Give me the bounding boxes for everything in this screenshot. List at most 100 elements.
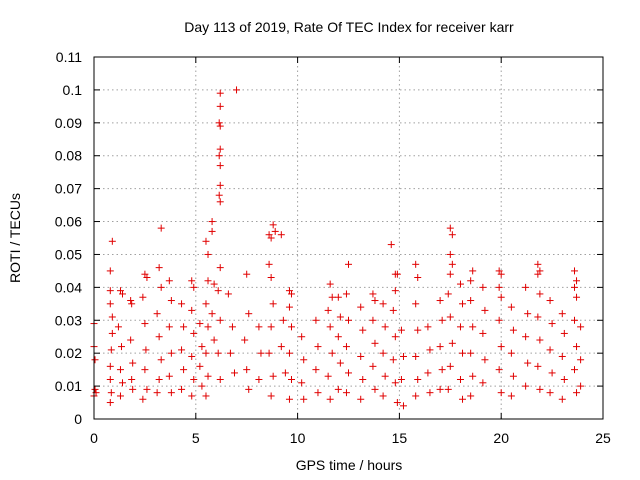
data-point bbox=[467, 277, 475, 285]
data-point bbox=[155, 264, 163, 272]
data-point bbox=[281, 369, 289, 377]
data-point bbox=[167, 297, 175, 305]
data-point bbox=[216, 122, 224, 130]
data-point bbox=[243, 270, 251, 278]
data-point bbox=[233, 86, 241, 94]
data-point bbox=[436, 297, 444, 305]
data-point bbox=[190, 376, 198, 384]
data-point bbox=[277, 231, 285, 239]
data-point bbox=[285, 395, 293, 403]
data-point bbox=[165, 277, 173, 285]
data-point bbox=[546, 297, 554, 305]
data-point bbox=[298, 333, 306, 341]
data-point bbox=[328, 293, 336, 301]
data-point bbox=[424, 369, 432, 377]
data-point bbox=[497, 389, 505, 397]
data-point bbox=[204, 323, 212, 331]
data-point bbox=[314, 389, 322, 397]
data-point bbox=[397, 376, 405, 384]
data-point bbox=[558, 352, 566, 360]
data-point bbox=[522, 333, 530, 341]
data-point bbox=[114, 323, 122, 331]
x-axis-label: GPS time / hours bbox=[296, 457, 403, 473]
data-point bbox=[534, 260, 542, 268]
data-point bbox=[285, 303, 293, 311]
data-point bbox=[202, 392, 210, 400]
data-point bbox=[334, 293, 342, 301]
data-point bbox=[459, 349, 467, 357]
data-point bbox=[127, 336, 135, 344]
x-tick-label: 5 bbox=[192, 430, 200, 446]
data-point bbox=[180, 323, 188, 331]
data-point bbox=[495, 366, 503, 374]
data-point bbox=[312, 316, 320, 324]
data-point bbox=[459, 300, 467, 308]
data-point bbox=[342, 290, 350, 298]
data-point bbox=[558, 395, 566, 403]
data-point bbox=[190, 283, 198, 291]
data-point bbox=[570, 366, 578, 374]
data-point bbox=[143, 385, 151, 393]
data-point bbox=[155, 376, 163, 384]
data-point bbox=[446, 313, 454, 321]
data-point bbox=[524, 359, 532, 367]
data-point bbox=[573, 389, 581, 397]
data-point bbox=[142, 346, 150, 354]
data-point bbox=[265, 349, 273, 357]
data-point bbox=[178, 300, 186, 308]
data-point bbox=[456, 376, 464, 384]
data-point bbox=[389, 356, 397, 364]
data-point bbox=[336, 359, 344, 367]
y-tick-label: 0.04 bbox=[55, 279, 82, 295]
data-point bbox=[216, 198, 224, 206]
data-point bbox=[157, 283, 165, 291]
data-point bbox=[446, 270, 454, 278]
data-point bbox=[230, 369, 238, 377]
data-point bbox=[446, 362, 454, 370]
data-point bbox=[357, 395, 365, 403]
data-point bbox=[387, 241, 395, 249]
data-point bbox=[534, 362, 542, 370]
data-point bbox=[267, 273, 275, 281]
data-point bbox=[326, 280, 334, 288]
chart-title: Day 113 of 2019, Rate Of TEC Index for r… bbox=[184, 19, 514, 35]
data-point bbox=[216, 162, 224, 170]
data-point bbox=[196, 362, 204, 370]
x-tick-label: 25 bbox=[595, 430, 611, 446]
data-point bbox=[371, 297, 379, 305]
y-tick-label: 0 bbox=[74, 411, 82, 427]
data-point bbox=[116, 366, 124, 374]
data-point bbox=[497, 343, 505, 351]
data-point bbox=[359, 326, 367, 334]
data-point bbox=[287, 323, 295, 331]
data-point bbox=[345, 369, 352, 377]
data-point bbox=[279, 316, 287, 324]
data-point bbox=[190, 329, 198, 337]
data-point bbox=[224, 290, 232, 298]
data-point bbox=[560, 376, 568, 384]
data-point bbox=[495, 283, 503, 291]
data-point bbox=[334, 333, 342, 341]
data-point bbox=[312, 366, 320, 374]
data-point bbox=[91, 356, 99, 364]
data-point bbox=[371, 385, 379, 393]
data-point bbox=[469, 372, 477, 380]
data-point bbox=[412, 352, 420, 360]
data-point bbox=[165, 372, 173, 380]
data-point bbox=[214, 349, 222, 357]
x-tick-label: 0 bbox=[90, 430, 98, 446]
data-point bbox=[371, 339, 379, 347]
data-point bbox=[167, 349, 175, 357]
data-point bbox=[107, 346, 115, 354]
data-point bbox=[359, 376, 367, 384]
grid-lines bbox=[94, 57, 603, 419]
data-point bbox=[216, 181, 224, 189]
data-point bbox=[287, 290, 295, 298]
data-point bbox=[128, 300, 136, 308]
data-point bbox=[467, 297, 475, 305]
data-point bbox=[424, 323, 432, 331]
data-point bbox=[255, 376, 263, 384]
data-point bbox=[298, 379, 306, 387]
data-point bbox=[573, 277, 581, 285]
